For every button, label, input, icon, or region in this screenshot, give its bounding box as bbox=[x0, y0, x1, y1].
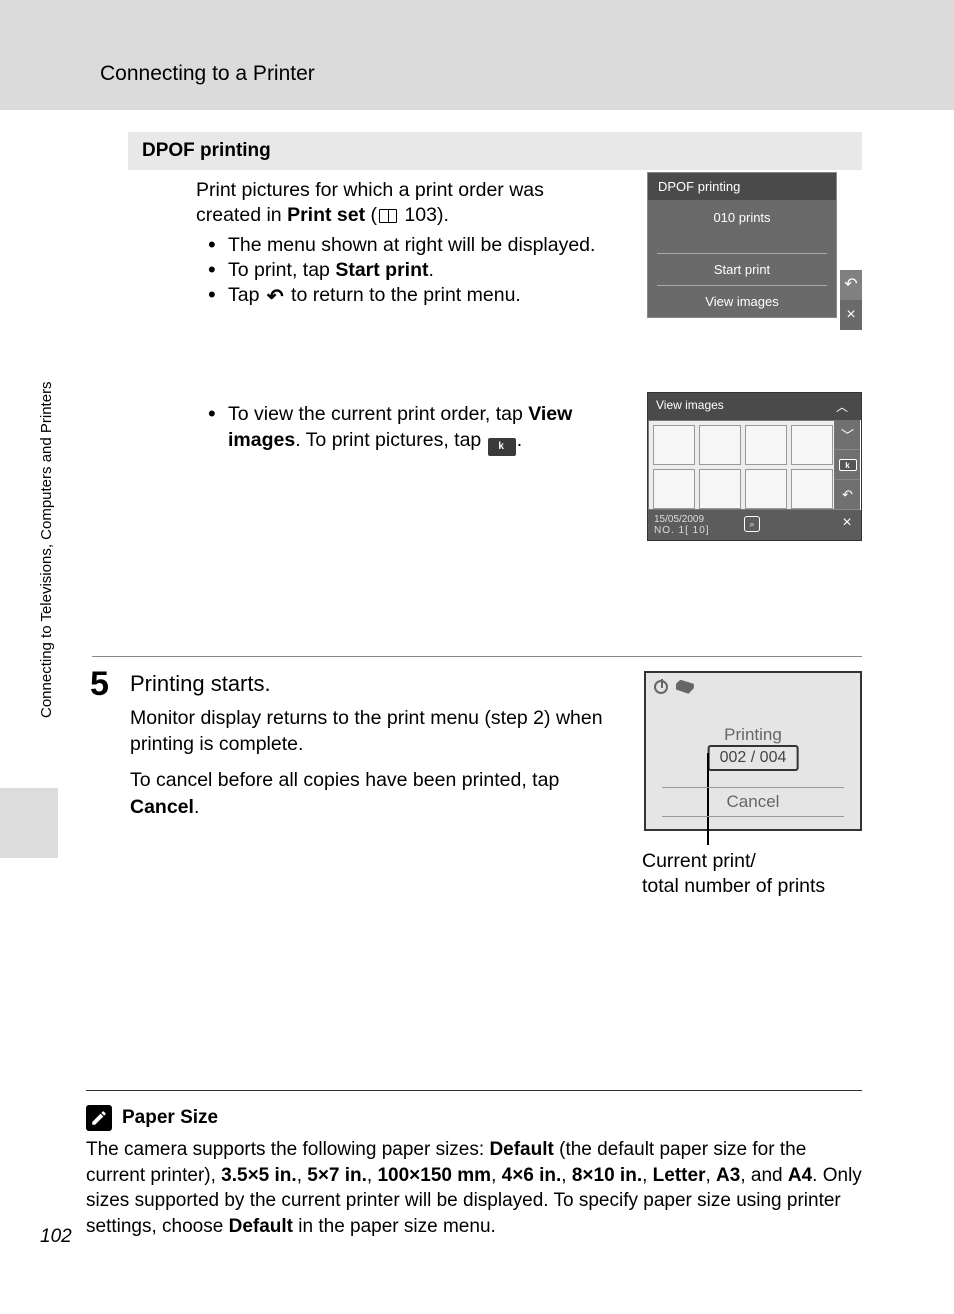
bullet-3: Tap ↶ to return to the print menu. bbox=[228, 283, 608, 310]
bullet-3a: Tap bbox=[228, 284, 265, 306]
nt3e: , bbox=[642, 1165, 653, 1186]
nb7: Letter bbox=[653, 1165, 706, 1186]
power-icon bbox=[654, 680, 668, 694]
nb6: 8×10 in. bbox=[572, 1165, 642, 1186]
nb9: A4 bbox=[788, 1165, 812, 1186]
intro-bold: Print set bbox=[287, 204, 365, 226]
bullet-4: To view the current print order, tap Vie… bbox=[228, 402, 608, 455]
bullet-2c: . bbox=[428, 259, 433, 281]
intro-ref: 103). bbox=[399, 204, 449, 226]
bullet-list-2: To view the current print order, tap Vie… bbox=[228, 402, 608, 455]
close-icon-2[interactable]: × bbox=[837, 514, 857, 534]
thumb-tab bbox=[0, 788, 58, 858]
down-icon[interactable]: ﹀ bbox=[835, 420, 860, 450]
intro-text-b: ( bbox=[365, 204, 377, 226]
note-body: The camera supports the following paper … bbox=[86, 1137, 862, 1240]
step-5: 5 Printing starts. Monitor display retur… bbox=[90, 671, 862, 820]
close-icon[interactable]: × bbox=[840, 300, 862, 330]
step-5-p2: To cancel before all copies have been pr… bbox=[130, 767, 620, 820]
callout-text: Current print/ total number of prints bbox=[642, 849, 862, 900]
note-title: Paper Size bbox=[122, 1107, 218, 1129]
nt5: in the paper size menu. bbox=[293, 1216, 496, 1237]
thumbnail-grid[interactable] bbox=[648, 420, 835, 510]
nb4: 100×150 mm bbox=[377, 1165, 491, 1186]
callout-a: Current print/ bbox=[642, 850, 756, 872]
page-header: Connecting to a Printer bbox=[0, 0, 954, 110]
back-icon[interactable]: ↶ bbox=[840, 270, 862, 300]
cancel-button[interactable]: Cancel bbox=[662, 787, 844, 817]
section-divider bbox=[92, 656, 862, 657]
up-icon[interactable]: ︿ bbox=[831, 398, 853, 415]
nb2: 3.5×5 in. bbox=[221, 1165, 297, 1186]
dpof-print-count: 010 prints bbox=[648, 200, 836, 253]
ok-badge-icon: k bbox=[488, 438, 516, 456]
print-counter: 002 / 004 bbox=[708, 745, 799, 771]
nb8: A3 bbox=[716, 1165, 740, 1186]
bullet-2b: Start print bbox=[335, 259, 428, 281]
nt1: The camera supports the following paper … bbox=[86, 1139, 489, 1160]
intro-paragraph: Print pictures for which a print order w… bbox=[196, 178, 596, 229]
bullet-1: The menu shown at right will be displaye… bbox=[228, 233, 608, 258]
nt3b: , bbox=[367, 1165, 378, 1186]
printing-label: Printing bbox=[646, 725, 860, 745]
view-images-option[interactable]: View images bbox=[657, 285, 827, 317]
pictbridge-icon bbox=[676, 680, 694, 694]
back-icon-2[interactable]: ↶ bbox=[835, 480, 860, 510]
start-print-option[interactable]: Start print bbox=[657, 253, 827, 285]
view-images-title: View images bbox=[656, 398, 724, 415]
nb10: Default bbox=[229, 1216, 293, 1237]
step5-p2c: . bbox=[194, 796, 199, 818]
step5-p2a: To cancel before all copies have been pr… bbox=[130, 769, 559, 791]
magnify-icon[interactable]: ⌕ bbox=[744, 516, 760, 532]
callout-b: total number of prints bbox=[642, 875, 825, 897]
page-number: 102 bbox=[40, 1226, 72, 1248]
nt3a: , bbox=[297, 1165, 308, 1186]
dpof-screen: DPOF printing 010 prints Start print Vie… bbox=[647, 172, 862, 318]
book-icon bbox=[379, 209, 397, 223]
nb1: Default bbox=[489, 1139, 553, 1160]
nt3d: , bbox=[561, 1165, 572, 1186]
nb5: 4×6 in. bbox=[502, 1165, 562, 1186]
return-icon: ↶ bbox=[267, 284, 284, 310]
dpof-section-header: DPOF printing bbox=[128, 132, 862, 170]
bullet-4d: . bbox=[517, 429, 522, 451]
ok-icon[interactable]: k bbox=[835, 450, 860, 480]
thumb-date: 15/05/2009 bbox=[654, 514, 704, 525]
bullet-3b: to return to the print menu. bbox=[286, 284, 521, 306]
bullet-1-text: The menu shown at right will be displaye… bbox=[228, 234, 595, 256]
step-number: 5 bbox=[90, 665, 109, 704]
nt3c: , bbox=[491, 1165, 502, 1186]
bullet-2: To print, tap Start print. bbox=[228, 258, 608, 283]
ok-label: k bbox=[839, 459, 857, 471]
step5-p2b: Cancel bbox=[130, 796, 194, 818]
printing-status-screen: Printing 002 / 004 Cancel bbox=[644, 671, 862, 831]
thumb-index: NO. 1[ 10] bbox=[654, 525, 710, 536]
view-images-screen: View images ︿ bbox=[647, 392, 862, 541]
dpof-screen-title: DPOF printing bbox=[648, 173, 836, 200]
header-title: Connecting to a Printer bbox=[100, 62, 954, 86]
pencil-note-icon bbox=[86, 1105, 112, 1131]
nb3: 5×7 in. bbox=[307, 1165, 367, 1186]
dpof-heading: DPOF printing bbox=[142, 140, 271, 161]
chapter-side-text: Connecting to Televisions, Computers and… bbox=[38, 340, 55, 760]
ntand: , and bbox=[740, 1165, 788, 1186]
bullet-list-1: The menu shown at right will be displaye… bbox=[228, 233, 608, 311]
bullet-2a: To print, tap bbox=[228, 259, 335, 281]
step-5-p1: Monitor display returns to the print men… bbox=[130, 705, 620, 758]
bullet-4c: . To print pictures, tap bbox=[295, 429, 487, 451]
chapter-side-label: Connecting to Televisions, Computers and… bbox=[38, 340, 58, 760]
bullet-4a: To view the current print order, tap bbox=[228, 403, 528, 425]
paper-size-note: Paper Size The camera supports the follo… bbox=[86, 1090, 862, 1240]
nt3f: , bbox=[705, 1165, 716, 1186]
